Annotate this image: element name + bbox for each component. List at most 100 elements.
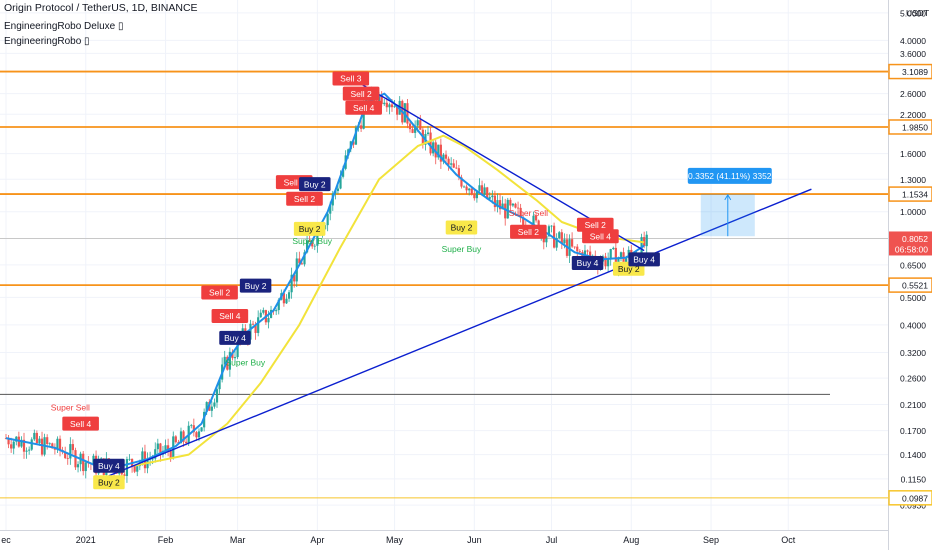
projection-label: 0.3352 (41.11%) 3352 bbox=[688, 171, 772, 181]
support-trendline[interactable] bbox=[108, 188, 812, 477]
x-tick-label: Jul bbox=[546, 535, 558, 545]
y-tick-label: 0.1700 bbox=[900, 426, 926, 436]
signal-sell-label: Sell 2 bbox=[585, 220, 607, 230]
signal-badge[interactable] bbox=[345, 100, 382, 115]
signal-super-buy-label: Super Buy bbox=[442, 244, 482, 254]
candle-body bbox=[64, 452, 67, 459]
candle-body bbox=[352, 141, 355, 145]
signal-badge[interactable] bbox=[628, 252, 660, 267]
candle-body bbox=[455, 167, 458, 169]
candle-body bbox=[385, 102, 388, 108]
candle-body bbox=[133, 466, 136, 472]
current-price-tag bbox=[889, 231, 932, 256]
candle-body bbox=[390, 104, 394, 108]
x-tick-label: Apr bbox=[310, 535, 324, 545]
candle-body bbox=[197, 431, 201, 438]
signal-badge[interactable] bbox=[445, 220, 478, 235]
countdown-label: 06:58:00 bbox=[895, 244, 928, 254]
signal-badge[interactable] bbox=[582, 229, 619, 244]
candle-body bbox=[516, 207, 520, 209]
candle-body bbox=[251, 323, 255, 325]
signal-badge[interactable] bbox=[93, 458, 125, 473]
candle-body bbox=[195, 432, 198, 438]
signal-badge[interactable] bbox=[62, 416, 99, 431]
candle-body bbox=[128, 458, 131, 460]
signal-badge[interactable] bbox=[93, 475, 125, 490]
y-tick-label: 0.5000 bbox=[900, 293, 926, 303]
candle-body bbox=[514, 203, 517, 208]
signal-sell-label: Sell 2 bbox=[209, 288, 231, 298]
price-level-tag bbox=[888, 119, 932, 135]
candle-body bbox=[576, 246, 579, 252]
candle-body bbox=[586, 250, 589, 252]
signal-sell-label: Sell 2 bbox=[350, 89, 372, 99]
signal-badge[interactable] bbox=[342, 86, 380, 101]
y-tick-label: 3.6000 bbox=[900, 49, 926, 59]
signal-badge[interactable] bbox=[332, 71, 370, 86]
y-tick-label: 0.0930 bbox=[900, 501, 926, 511]
candle-body bbox=[452, 163, 455, 168]
signal-badge[interactable] bbox=[211, 308, 249, 323]
candle-body bbox=[257, 317, 260, 333]
signal-badge[interactable] bbox=[293, 221, 326, 236]
candle-body bbox=[298, 258, 301, 264]
signal-badge[interactable] bbox=[239, 278, 272, 293]
signal-badge[interactable] bbox=[286, 191, 323, 206]
signal-badge[interactable] bbox=[510, 224, 547, 239]
candle-body bbox=[300, 263, 304, 265]
signal-badge[interactable] bbox=[571, 256, 604, 271]
candle-body bbox=[174, 436, 177, 443]
price-level-tag bbox=[888, 277, 932, 293]
candle-body bbox=[259, 312, 262, 318]
candle-body bbox=[408, 123, 412, 130]
candle-body bbox=[305, 240, 309, 253]
candle-body bbox=[483, 187, 486, 195]
indicator-label-deluxe[interactable]: EngineeringRobo Deluxe ▯ bbox=[4, 21, 124, 32]
signal-badge[interactable] bbox=[201, 285, 238, 300]
candle-body bbox=[154, 449, 157, 459]
candle-body bbox=[136, 466, 139, 472]
candle-body bbox=[625, 257, 628, 263]
y-tick-label: 0.4000 bbox=[900, 320, 926, 330]
signal-badge[interactable] bbox=[219, 330, 251, 345]
candle-body bbox=[71, 444, 75, 451]
candle-body bbox=[84, 462, 87, 472]
x-tick-label: Oct bbox=[781, 535, 796, 545]
candle-body bbox=[480, 185, 484, 195]
y-tick-label: 0.1150 bbox=[901, 474, 927, 484]
candle-body bbox=[393, 106, 396, 108]
indicator-label-robo[interactable]: EngineeringRobo ▯ bbox=[4, 36, 90, 47]
candle-body bbox=[511, 203, 515, 206]
candle-body bbox=[210, 406, 213, 411]
candle-body bbox=[69, 444, 72, 459]
candle-body bbox=[573, 246, 576, 248]
candle-body bbox=[444, 154, 448, 159]
candle-body bbox=[185, 441, 188, 444]
signal-buy4-label: Buy 4 bbox=[577, 258, 599, 268]
time-axis-bg[interactable] bbox=[0, 530, 888, 550]
signal-badge[interactable] bbox=[576, 217, 614, 232]
x-tick-label: Aug bbox=[623, 535, 639, 545]
signal-badge[interactable] bbox=[299, 177, 331, 192]
candle-body bbox=[33, 432, 36, 440]
candle-body bbox=[367, 93, 370, 109]
candle-body bbox=[341, 168, 345, 177]
signal-buy4-label: Buy 4 bbox=[633, 255, 655, 265]
candle-body bbox=[473, 194, 476, 199]
price-axis-bg[interactable] bbox=[888, 0, 932, 530]
candle-body bbox=[555, 238, 558, 248]
y-tick-label: 0.3200 bbox=[900, 348, 926, 358]
y-tick-label: 4.0000 bbox=[900, 36, 926, 46]
candle-body bbox=[66, 458, 69, 459]
candle-body bbox=[619, 252, 623, 259]
signal-super-buy-label: Super Buy bbox=[225, 358, 265, 368]
candle-body bbox=[275, 310, 278, 312]
candle-body bbox=[218, 379, 221, 390]
candle-body bbox=[20, 439, 23, 447]
x-tick-label: May bbox=[386, 535, 404, 545]
candle-body bbox=[475, 190, 478, 199]
candle-body bbox=[205, 402, 208, 412]
candle-body bbox=[604, 256, 607, 267]
